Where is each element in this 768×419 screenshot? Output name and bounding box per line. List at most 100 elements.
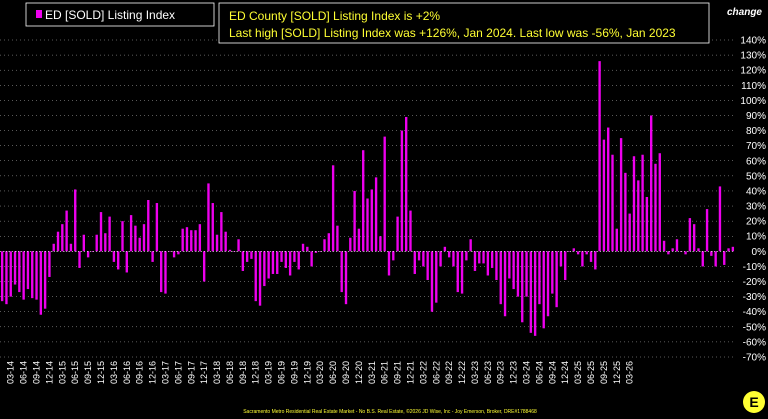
bar <box>641 154 644 252</box>
bar <box>104 233 107 252</box>
bar <box>69 243 73 252</box>
bar <box>185 227 189 252</box>
bar <box>714 251 717 267</box>
bar <box>263 251 266 287</box>
bar <box>237 239 240 252</box>
bar <box>56 231 60 252</box>
bar <box>692 224 696 252</box>
bar <box>396 216 399 252</box>
bar <box>13 251 17 285</box>
y-tick-label: 20% <box>746 217 766 228</box>
x-tick-label: 12-23 <box>509 361 519 384</box>
bar <box>138 237 141 252</box>
y-tick-label: 10% <box>746 232 766 243</box>
bar <box>589 251 593 262</box>
bar <box>671 248 674 252</box>
bar <box>164 251 167 294</box>
bar <box>495 251 498 281</box>
bar <box>585 251 588 255</box>
bar <box>177 251 180 255</box>
bar <box>482 251 485 264</box>
bar <box>490 251 494 268</box>
bar <box>43 251 47 309</box>
bar <box>65 210 68 252</box>
x-tick-label: 03-23 <box>470 361 480 384</box>
bar <box>727 248 730 252</box>
bar <box>430 251 434 312</box>
bar <box>615 228 618 252</box>
y-tick-label: 120% <box>740 66 766 77</box>
bar <box>228 249 232 252</box>
x-tick-label: 06-24 <box>534 361 544 384</box>
bars <box>0 61 735 336</box>
y-tick-label: -50% <box>743 322 766 333</box>
y-tick-label: 70% <box>746 141 766 152</box>
bar <box>18 251 21 293</box>
bar <box>405 116 408 252</box>
bar <box>417 251 421 261</box>
y-tick-label: 90% <box>746 111 766 122</box>
x-tick-label: 03-18 <box>212 361 222 384</box>
legend: ED [SOLD] Listing Index <box>25 2 215 27</box>
bar <box>460 251 464 294</box>
x-tick-label: 03-22 <box>418 361 428 384</box>
bar <box>662 240 666 252</box>
bar <box>202 251 206 282</box>
bar <box>422 251 425 267</box>
y-tick-label: 50% <box>746 171 766 182</box>
bar <box>499 251 502 305</box>
bar <box>121 221 124 252</box>
x-tick-label: 09-23 <box>496 361 506 384</box>
bar <box>349 237 352 252</box>
x-tick-label: 12-21 <box>405 361 415 384</box>
logo-circle <box>743 391 765 413</box>
x-tick-label: 06-25 <box>586 361 596 384</box>
bar <box>619 138 623 252</box>
bar <box>172 251 176 258</box>
y-tick-label: 110% <box>741 81 766 92</box>
bar <box>357 228 361 252</box>
bar <box>658 153 661 252</box>
x-tick-label: 03-25 <box>573 361 583 384</box>
bar <box>190 230 193 252</box>
bar <box>675 239 679 252</box>
bar <box>74 189 77 252</box>
x-tick-label: 12-19 <box>302 361 312 384</box>
bar <box>486 251 490 276</box>
x-tick-label: 09-20 <box>341 361 351 384</box>
x-tick-label: 03-15 <box>57 361 67 384</box>
bar <box>366 198 369 252</box>
bar <box>52 243 55 252</box>
x-tick-label: 06-23 <box>483 361 493 384</box>
bar <box>559 251 563 267</box>
x-tick-label: 06-19 <box>277 361 287 384</box>
bar <box>91 251 94 252</box>
x-tick-label: 12-22 <box>457 361 467 384</box>
bar <box>78 251 81 268</box>
bar <box>443 246 447 252</box>
x-tick-label: 09-14 <box>32 361 42 384</box>
bar <box>684 251 687 255</box>
bar <box>529 251 533 333</box>
bar <box>151 251 154 262</box>
x-tick-label: 09-24 <box>547 361 557 384</box>
annotation-line-1: ED County [SOLD] Listing Index is +2% <box>229 9 440 23</box>
bar <box>602 139 606 252</box>
bar <box>323 239 326 252</box>
logo: E <box>743 391 765 413</box>
legend-label: ED [SOLD] Listing Index <box>45 8 175 22</box>
x-tick-label: 06-18 <box>225 361 235 384</box>
x-tick-labels: 03-14 06-14 09-14 12-14 03-15 06-15 09-15 12-15… <box>6 361 635 384</box>
bar <box>452 251 455 267</box>
bar <box>147 200 150 252</box>
bar <box>35 251 38 300</box>
bar <box>155 203 159 252</box>
x-tick-label: 06-21 <box>380 361 390 384</box>
bar <box>284 251 288 268</box>
bar <box>108 216 111 252</box>
bar <box>336 225 339 252</box>
bar <box>353 190 356 252</box>
bar <box>0 251 4 302</box>
y-tick-label: 130% <box>740 51 766 62</box>
